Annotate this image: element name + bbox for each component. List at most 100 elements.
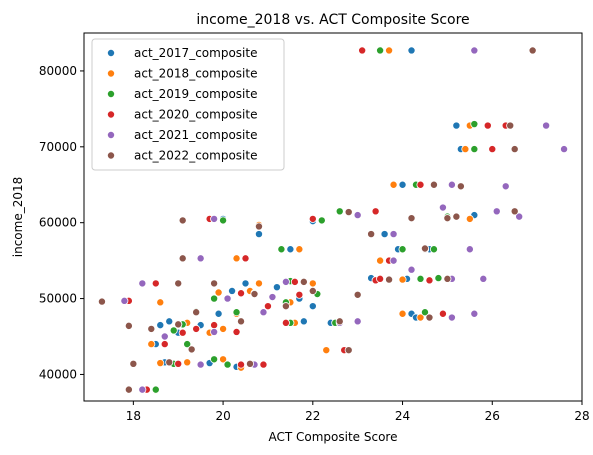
data-point: [447, 180, 456, 189]
legend-marker: [107, 49, 116, 58]
legend-marker: [107, 90, 116, 99]
data-point: [380, 230, 389, 239]
data-point: [510, 145, 519, 154]
data-point: [358, 46, 367, 55]
data-point: [389, 180, 398, 189]
data-point: [192, 308, 201, 317]
data-point: [254, 230, 263, 239]
data-point: [178, 254, 187, 263]
data-point: [156, 298, 165, 307]
data-point: [286, 245, 295, 254]
legend-marker: [107, 130, 116, 139]
data-point: [259, 308, 268, 317]
data-point: [465, 214, 474, 223]
data-point: [241, 279, 250, 288]
data-point: [488, 145, 497, 154]
data-point: [376, 274, 385, 283]
data-point: [263, 302, 272, 311]
data-point: [295, 245, 304, 254]
data-point: [308, 286, 317, 295]
data-point: [515, 212, 524, 221]
data-point: [322, 346, 331, 355]
data-point: [447, 313, 456, 322]
data-point: [214, 309, 223, 318]
data-point: [398, 275, 407, 284]
data-point: [389, 230, 398, 239]
data-point: [434, 274, 443, 283]
data-point: [425, 313, 434, 322]
legend-box: [91, 38, 285, 171]
data-point: [147, 340, 156, 349]
data-point: [416, 313, 425, 322]
data-point: [353, 211, 362, 220]
data-point: [452, 121, 461, 130]
legend-entry: act_2020_composite: [134, 108, 257, 122]
data-point: [219, 355, 228, 364]
data-point: [443, 274, 452, 283]
data-point: [232, 308, 241, 317]
data-point: [165, 358, 174, 367]
data-point: [461, 145, 470, 154]
data-point: [407, 46, 416, 55]
data-point: [335, 317, 344, 326]
data-point: [138, 279, 147, 288]
data-point: [398, 180, 407, 189]
data-point: [254, 222, 263, 231]
data-point: [407, 265, 416, 274]
data-point: [210, 214, 219, 223]
data-point: [385, 275, 394, 284]
data-point: [456, 182, 465, 191]
data-point: [169, 326, 178, 335]
x-axis: 18 20 22 24 26 28: [126, 401, 590, 423]
x-tick-label: 28: [574, 409, 589, 423]
data-point: [416, 180, 425, 189]
data-point: [97, 297, 106, 306]
legend-entry: act_2018_composite: [134, 67, 257, 81]
data-point: [210, 321, 219, 330]
data-point: [196, 360, 205, 369]
x-axis-title: ACT Composite Score: [269, 430, 398, 444]
data-point: [510, 207, 519, 216]
data-point: [389, 256, 398, 265]
x-tick-label: 20: [215, 409, 230, 423]
plot-frame: [83, 32, 583, 402]
data-point: [245, 359, 254, 368]
data-point: [219, 216, 228, 225]
data-point: [398, 309, 407, 318]
data-point: [542, 121, 551, 130]
legend-entry: act_2021_composite: [134, 128, 257, 142]
data-point: [492, 207, 501, 216]
data-point: [299, 317, 308, 326]
y-tick-label: 40000: [39, 367, 77, 381]
data-point: [277, 245, 286, 254]
y-tick-label: 50000: [39, 292, 77, 306]
data-point: [470, 120, 479, 129]
data-point: [353, 317, 362, 326]
data-point: [228, 286, 237, 295]
data-point: [241, 254, 250, 263]
data-point: [178, 216, 187, 225]
data-point: [281, 302, 290, 311]
data-point: [147, 324, 156, 333]
data-point: [483, 121, 492, 130]
data-point: [196, 254, 205, 263]
y-tick-label: 80000: [39, 64, 77, 78]
data-point: [237, 360, 246, 369]
x-tick-label: 26: [485, 409, 500, 423]
data-point: [438, 309, 447, 318]
data-point: [299, 277, 308, 286]
legend-entry: act_2022_composite: [134, 149, 257, 163]
x-tick-label: 18: [126, 409, 141, 423]
data-point: [376, 46, 385, 55]
data-point: [501, 182, 510, 191]
data-point: [398, 245, 407, 254]
data-point: [281, 277, 290, 286]
data-point: [129, 359, 138, 368]
data-point: [268, 293, 277, 302]
data-point: [183, 358, 192, 367]
legend-marker: [107, 69, 116, 78]
data-point: [254, 279, 263, 288]
data-point: [438, 203, 447, 212]
data-point: [250, 290, 259, 299]
